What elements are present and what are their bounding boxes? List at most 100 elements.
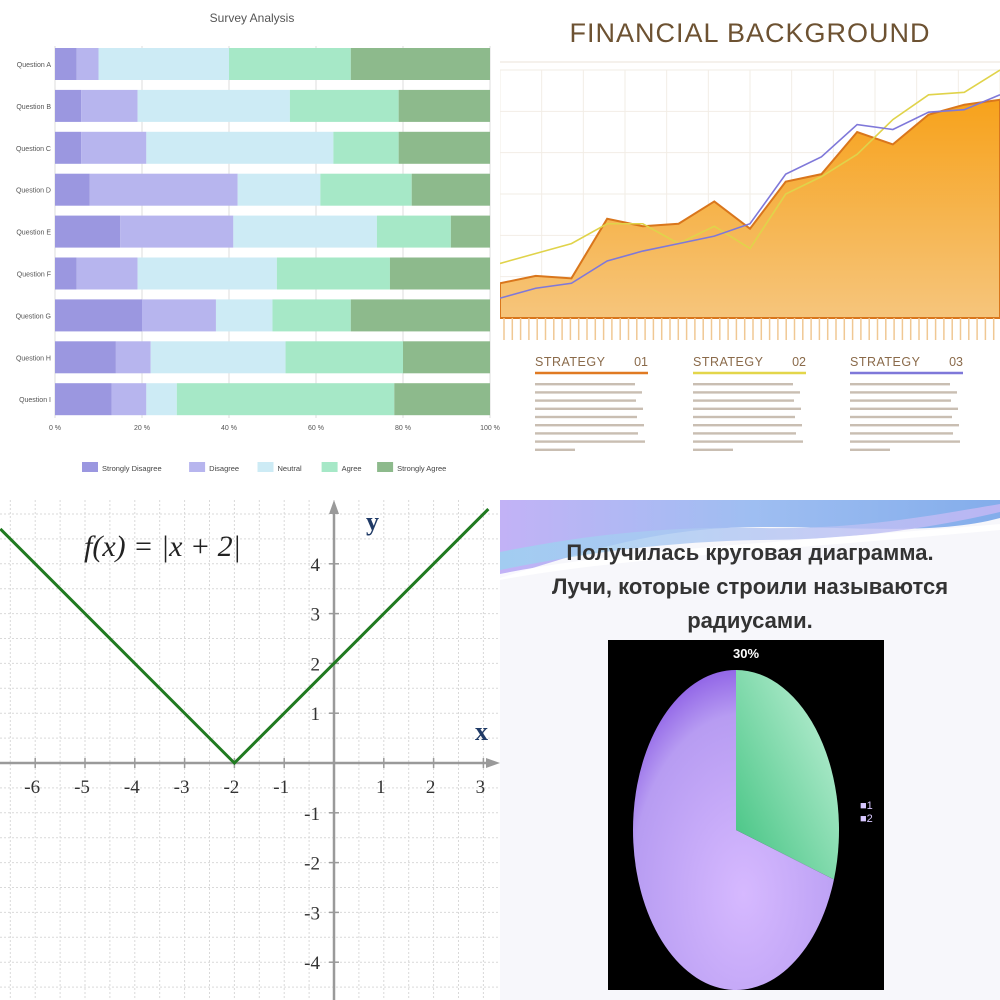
legend-label: Strongly Agree — [397, 464, 446, 473]
slide-swoosh — [500, 504, 1000, 570]
x-tick-label: 1 — [376, 777, 386, 798]
strategy-text-line — [693, 448, 733, 451]
strategy-text-line — [693, 407, 801, 410]
bar-segment — [403, 341, 490, 374]
strategy-text-line — [693, 440, 803, 443]
y-tick-label: 3 — [311, 605, 321, 626]
bar-segment — [81, 131, 147, 164]
slide-swoosh — [500, 524, 1000, 580]
area-series — [500, 98, 1000, 319]
x-tick-label: -1 — [273, 777, 289, 798]
strategy-text-line — [850, 407, 958, 410]
bar-segment — [229, 48, 351, 80]
bar-segment — [176, 383, 395, 416]
y-tick-label: -3 — [304, 903, 320, 924]
bar-segment — [55, 131, 82, 164]
strategy-number: 03 — [949, 355, 963, 369]
x-axis-arrow — [486, 758, 500, 768]
legend-label: Agree — [342, 464, 362, 473]
bar-segment — [398, 131, 490, 164]
x-tick-label: -2 — [223, 777, 239, 798]
pie-slice — [633, 670, 834, 990]
legend-swatch — [321, 462, 338, 472]
y-tick-label: 2 — [311, 654, 321, 675]
legend-swatch — [82, 462, 98, 472]
y-tick-label: -2 — [304, 854, 320, 875]
slide-title: Получилась круговая диаграмма. Лучи, кот… — [500, 536, 1000, 638]
strategy-text-line — [850, 424, 959, 427]
pie-legend-item: ■2 — [860, 813, 873, 825]
y-tick-label: -4 — [304, 953, 320, 974]
legend-swatch — [257, 462, 274, 472]
bar-segment — [237, 173, 321, 206]
x-tick-label: 2 — [426, 777, 436, 798]
bar-segment — [215, 299, 273, 332]
strategy-text-line — [535, 432, 638, 435]
bar-segment — [146, 383, 177, 416]
survey-chart: Survey Analysis 0 % 20 % 40 % 60 % 80 % 100 % Q… — [16, 11, 500, 473]
bar-segment — [350, 299, 490, 332]
abs-graph-panel: -6 -5 -4 -3 -2 -1 1 2 3 4 3 2 1 -1 -2 -3 -4 y x f(x) = |x +… — [0, 500, 500, 1000]
strategy-text-line — [850, 415, 952, 419]
bar-segment — [142, 299, 216, 332]
function-formula: f(x) = |x + 2| — [84, 530, 241, 563]
pie-data-label: 30% — [732, 646, 760, 661]
category-label: Question B — [16, 104, 51, 111]
strategy-label: STRATEGY — [535, 355, 606, 369]
x-tick-label: 0 % — [49, 425, 61, 432]
bar-segment — [411, 173, 490, 206]
strategy-number: 02 — [792, 355, 806, 369]
x-tick-label: 3 — [476, 777, 486, 798]
bar-segment — [55, 341, 116, 374]
financial-chart-panel: FINANCIAL BACKGROUND STRATEGY 01 STRATEGY 02… — [500, 0, 1000, 500]
bar-segment — [55, 383, 112, 416]
y-axis-label: y — [366, 507, 379, 536]
legend-label: Neutral — [278, 464, 303, 473]
bar-segment — [272, 299, 351, 332]
category-label: Question H — [16, 355, 51, 362]
strategy-text-line — [535, 424, 644, 427]
bar-segment — [389, 257, 490, 290]
bar-segment — [55, 48, 77, 80]
bar-segment — [120, 215, 234, 248]
pie-legend: ■1 ■2 — [860, 800, 873, 826]
function-line — [0, 507, 490, 766]
x-tick-label: 20 % — [134, 425, 150, 432]
strategy-text-line — [850, 432, 953, 435]
x-tick-label: -4 — [124, 777, 140, 798]
slide-decoration — [500, 500, 1000, 580]
bar-segment — [137, 89, 290, 122]
slide-title-line: Лучи, которые строили называются — [551, 574, 949, 599]
x-tick-label: 40 % — [221, 425, 237, 432]
strategy-text-line — [693, 424, 802, 427]
line-series — [500, 69, 1000, 265]
bar-segment — [285, 341, 403, 374]
x-tick-label: -3 — [174, 777, 190, 798]
strategy-text-line — [693, 399, 794, 402]
strategy-label: STRATEGY — [850, 355, 921, 369]
category-label: Question D — [16, 188, 51, 195]
strategy-text-line — [535, 440, 645, 443]
pie-chart — [633, 670, 839, 990]
bar-segment — [289, 89, 399, 122]
chart-title: Survey Analysis — [210, 11, 295, 25]
bar-segment — [450, 215, 490, 248]
legend-swatch — [189, 462, 206, 472]
legend-swatch — [377, 462, 394, 472]
bar-segment — [76, 48, 99, 80]
bar-segment — [333, 131, 399, 164]
bar-segment — [350, 48, 490, 80]
strategy-text-line — [535, 391, 642, 394]
abs-graph: -6 -5 -4 -3 -2 -1 1 2 3 4 3 2 1 -1 -2 -3 -4 y x f(x) = |x +… — [0, 500, 500, 1000]
bar-segment — [55, 215, 121, 248]
category-label: Question C — [16, 146, 51, 153]
strategy-text-line — [850, 383, 950, 386]
category-label: Question G — [16, 313, 51, 320]
bar-segment — [233, 215, 377, 248]
bar-segment — [89, 173, 238, 206]
pie-chart-area: 30% ■1 ■2 — [608, 640, 884, 990]
pie-legend-item: ■1 — [860, 800, 873, 812]
strategy-text-line — [850, 391, 957, 394]
bar-segment — [146, 131, 334, 164]
strategy-text-line — [850, 399, 951, 402]
